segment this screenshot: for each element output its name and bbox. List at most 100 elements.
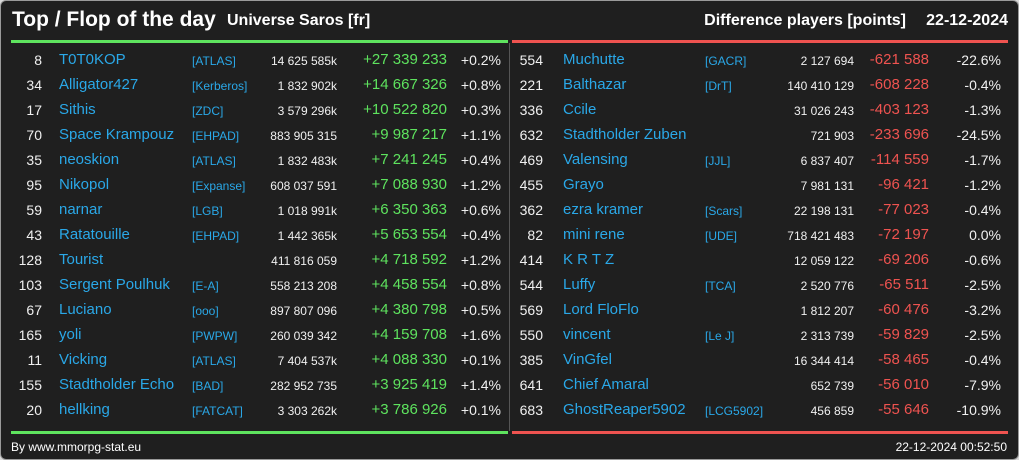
alliance-tag[interactable]: [GACR] — [705, 54, 747, 68]
player-name-link[interactable]: Grayo — [563, 176, 604, 193]
percent-cell: +0.6% — [460, 202, 501, 218]
rank-cell: 34 — [26, 77, 42, 93]
alliance-tag[interactable]: [ATLAS] — [192, 54, 236, 68]
points-cell: 12 059 122 — [793, 254, 854, 268]
player-name-link[interactable]: Nikopol — [59, 176, 110, 193]
player-name-link[interactable]: narnar — [59, 201, 103, 218]
percent-cell: -2.5% — [964, 327, 1001, 343]
diff-cell: +14 667 326 — [363, 76, 447, 93]
rank-cell: 683 — [519, 402, 543, 418]
player-name-link[interactable]: neoskion — [59, 151, 120, 168]
alliance-tag[interactable]: [ooo] — [192, 304, 219, 318]
list-item: 544 Luffy [TCA] 2 520 776 -65 511 -2.5% — [513, 272, 1013, 297]
list-item: 569 Lord FloFlo 1 812 207 -60 476 -3.2% — [513, 297, 1013, 322]
rank-cell: 59 — [26, 202, 42, 218]
alliance-tag[interactable]: [ATLAS] — [192, 154, 236, 168]
alliance-tag[interactable]: [DrT] — [705, 79, 732, 93]
list-item: 641 Chief Amaral 652 739 -56 010 -7.9% — [513, 372, 1013, 397]
list-item: 155 Stadtholder Echo [BAD] 282 952 735 +3 92… — [10, 372, 510, 397]
alliance-tag[interactable]: [UDE] — [705, 229, 738, 243]
player-name-link[interactable]: Stadtholder Echo — [59, 376, 175, 393]
player-name-link[interactable]: Muchutte — [563, 51, 625, 68]
rank-cell: 67 — [26, 302, 42, 318]
footer: By www.mmorpg-stat.eu 22-12-2024 00:52:5… — [1, 439, 1018, 457]
player-name-link[interactable]: Sergent Poulhuk — [59, 276, 170, 293]
diff-cell: -96 421 — [878, 176, 929, 193]
alliance-tag[interactable]: [LCG5902] — [705, 404, 764, 418]
alliance-tag[interactable]: [PWPW] — [192, 329, 238, 343]
player-name-link[interactable]: K R T Z — [563, 251, 615, 268]
points-cell: 31 026 243 — [793, 104, 854, 118]
player-name-link[interactable]: yoli — [59, 326, 82, 343]
player-name-link[interactable]: Valensing — [563, 151, 628, 168]
percent-cell: -24.5% — [956, 127, 1001, 143]
percent-cell: -0.6% — [964, 252, 1001, 268]
player-name-link[interactable]: Tourist — [59, 251, 104, 268]
points-cell: 718 421 483 — [787, 229, 854, 243]
alliance-tag[interactable]: [Le J] — [705, 329, 735, 343]
rank-cell: 70 — [26, 127, 42, 143]
player-name-link[interactable]: Stadtholder Zuben — [563, 126, 687, 143]
diff-cell: -58 465 — [878, 351, 929, 368]
rank-cell: 362 — [519, 202, 543, 218]
diff-cell: -114 559 — [870, 151, 929, 168]
credit-link[interactable]: By www.mmorpg-stat.eu — [11, 440, 142, 454]
header: Top / Flop of the day Universe Saros [fr… — [1, 1, 1018, 39]
diff-cell: -56 010 — [878, 376, 929, 393]
list-item: 82 mini rene [UDE] 718 421 483 -72 197 0.0% — [513, 222, 1013, 247]
alliance-tag[interactable]: [LGB] — [192, 204, 223, 218]
list-item: 455 Grayo 7 981 131 -96 421 -1.2% — [513, 172, 1013, 197]
player-name-link[interactable]: T0T0KOP — [59, 51, 126, 68]
player-name-link[interactable]: Sithis — [59, 101, 96, 118]
alliance-tag[interactable]: [Kerberos] — [192, 79, 248, 93]
alliance-tag[interactable]: [ATLAS] — [192, 354, 236, 368]
player-name-link[interactable]: vincent — [563, 326, 611, 343]
player-name-link[interactable]: VinGfel — [563, 351, 612, 368]
rank-cell: 95 — [26, 177, 42, 193]
rank-cell: 20 — [26, 402, 42, 418]
player-name-link[interactable]: Alligator427 — [59, 76, 139, 93]
player-name-link[interactable]: mini rene — [563, 226, 625, 243]
alliance-tag[interactable]: [EHPAD] — [192, 129, 240, 143]
alliance-tag[interactable]: [JJL] — [705, 154, 731, 168]
rank-cell: 554 — [519, 52, 543, 68]
player-name-link[interactable]: Balthazar — [563, 76, 627, 93]
list-item: 70 Space Krampouz [EHPAD] 883 905 315 +9 987… — [10, 122, 510, 147]
list-item: 469 Valensing [JJL] 6 837 407 -114 559 -1.7% — [513, 147, 1013, 172]
list-item: 165 yoli [PWPW] 260 039 342 +4 159 708 +1.6% — [10, 322, 510, 347]
player-name-link[interactable]: Luffy — [563, 276, 596, 293]
player-name-link[interactable]: Luciano — [59, 301, 112, 318]
player-name-link[interactable]: Ccile — [563, 101, 597, 118]
alliance-tag[interactable]: [E-A] — [192, 279, 219, 293]
player-name-link[interactable]: Lord FloFlo — [563, 301, 639, 318]
percent-cell: +1.1% — [460, 127, 501, 143]
alliance-tag[interactable]: [BAD] — [192, 379, 224, 393]
points-cell: 652 739 — [810, 379, 854, 393]
rank-cell: 221 — [519, 77, 543, 93]
player-name-link[interactable]: GhostReaper5902 — [563, 401, 686, 418]
alliance-tag[interactable]: [Expanse] — [192, 179, 246, 193]
diff-cell: +4 159 708 — [371, 326, 448, 343]
alliance-tag[interactable]: [TCA] — [705, 279, 736, 293]
alliance-tag[interactable]: [Scars] — [705, 204, 743, 218]
player-name-link[interactable]: Space Krampouz — [59, 126, 175, 143]
points-cell: 282 952 735 — [270, 379, 337, 393]
list-item: 11 Vicking [ATLAS] 7 404 537k +4 088 330 +0.1… — [10, 347, 510, 372]
points-cell: 7 981 131 — [800, 179, 854, 193]
percent-cell: +0.1% — [460, 352, 501, 368]
percent-cell: -1.7% — [964, 152, 1001, 168]
alliance-tag[interactable]: [EHPAD] — [192, 229, 240, 243]
player-name-link[interactable]: Ratatouille — [59, 226, 130, 243]
percent-cell: +1.2% — [460, 177, 501, 193]
alliance-tag[interactable]: [FATCAT] — [192, 404, 243, 418]
player-name-link[interactable]: Chief Amaral — [563, 376, 649, 393]
rank-cell: 82 — [527, 227, 543, 243]
diff-cell: +3 786 926 — [371, 401, 448, 418]
diff-cell: -55 646 — [878, 401, 929, 418]
player-name-link[interactable]: Vicking — [59, 351, 108, 368]
alliance-tag[interactable]: [ZDC] — [192, 104, 224, 118]
diff-cell: -60 476 — [878, 301, 929, 318]
rank-cell: 544 — [519, 277, 543, 293]
player-name-link[interactable]: ezra kramer — [563, 201, 644, 218]
player-name-link[interactable]: hellking — [59, 401, 110, 418]
